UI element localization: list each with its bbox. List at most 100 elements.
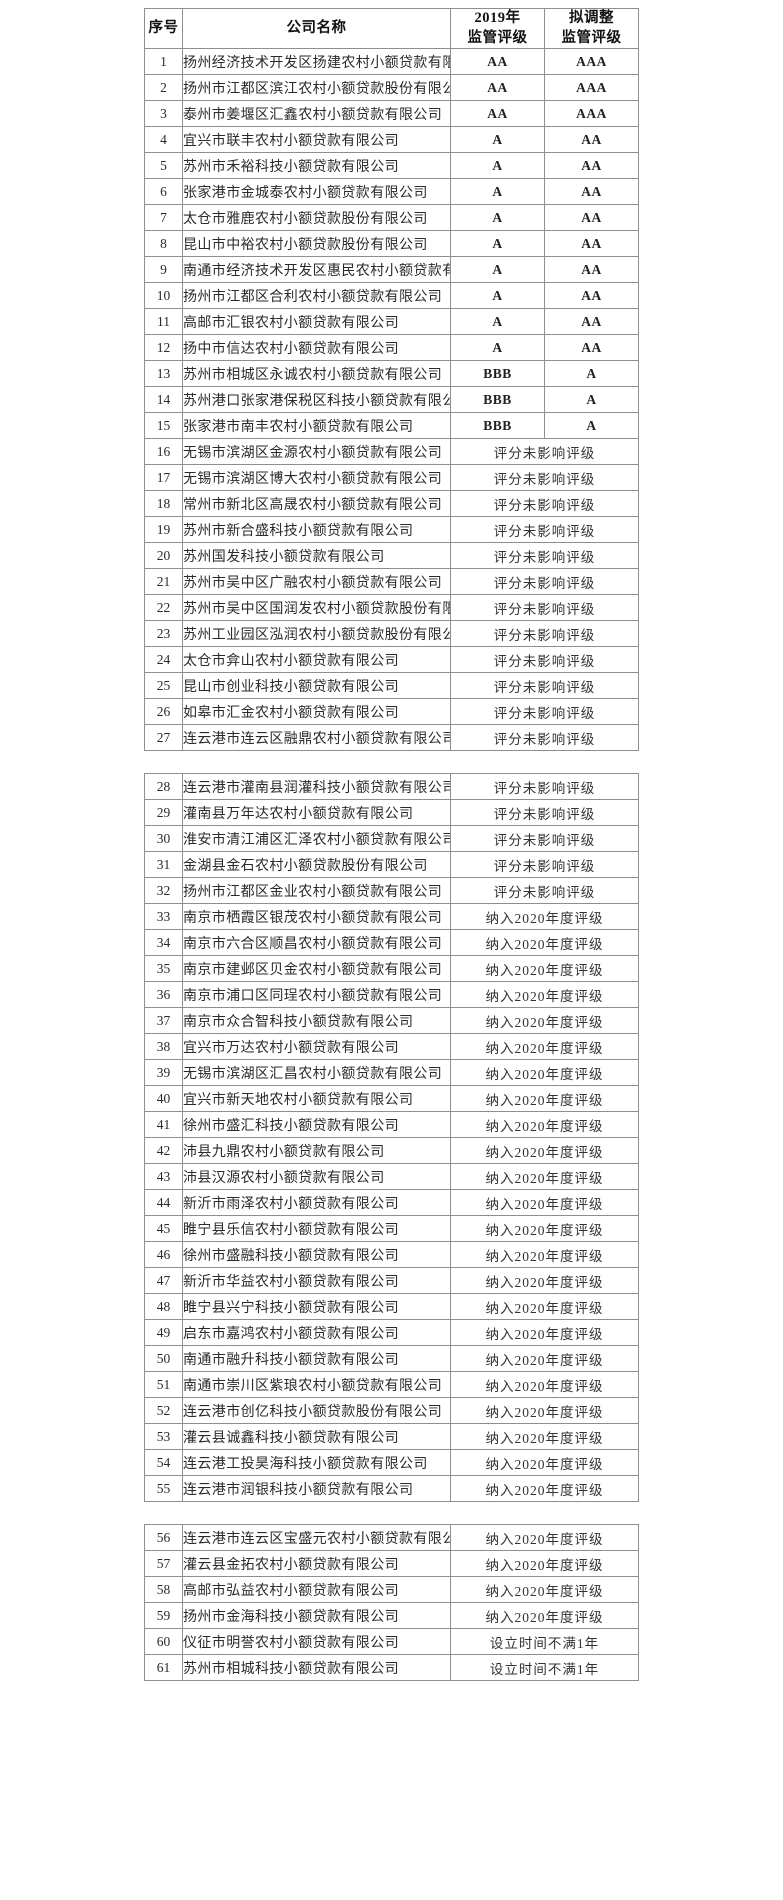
company-name-cell: 新沂市华益农村小额贷款有限公司 bbox=[182, 1267, 451, 1295]
row-index: 2 bbox=[144, 74, 183, 102]
row-index: 34 bbox=[144, 929, 183, 957]
rating-note-cell: 纳入2020年度评级 bbox=[450, 1319, 639, 1347]
company-name-cell: 灌云县诚鑫科技小额贷款有限公司 bbox=[182, 1423, 451, 1451]
rating-note-cell: 设立时间不满1年 bbox=[450, 1654, 639, 1682]
row-index: 37 bbox=[144, 1007, 183, 1035]
row-index: 33 bbox=[144, 903, 183, 931]
rating-note-cell: 纳入2020年度评级 bbox=[450, 1602, 639, 1630]
column-header-rating-proposed-line: 拟调整 bbox=[569, 10, 614, 26]
rating-note-cell: 设立时间不满1年 bbox=[450, 1628, 639, 1656]
row-index: 3 bbox=[144, 100, 183, 128]
column-header-company-name-line: 公司名称 bbox=[286, 19, 347, 36]
company-name-cell: 睢宁县乐信农村小额贷款有限公司 bbox=[182, 1215, 451, 1243]
table-row: 15 张家港市南丰农村小额贷款有限公司 BBB A bbox=[144, 412, 639, 440]
table-sections: 序号 公司名称 2019年 监管评级 拟调整 监管评级 1 扬州经济技术开发区扬建农村小额贷款… bbox=[0, 7, 783, 1682]
row-index: 41 bbox=[144, 1111, 183, 1139]
rating-2019-cell: AA bbox=[450, 48, 545, 76]
row-index: 15 bbox=[144, 412, 183, 440]
rating-note-cell: 评分未影响评级 bbox=[450, 490, 639, 518]
row-index: 44 bbox=[144, 1189, 183, 1217]
table-row: 35 南京市建邺区贝金农村小额贷款有限公司 纳入2020年度评级 bbox=[144, 955, 639, 983]
row-index: 53 bbox=[144, 1423, 183, 1451]
table-row: 39 无锡市滨湖区汇昌农村小额贷款有限公司 纳入2020年度评级 bbox=[144, 1059, 639, 1087]
company-name-cell: 沛县汉源农村小额贷款有限公司 bbox=[182, 1163, 451, 1191]
rating-2019-cell: A bbox=[450, 230, 545, 258]
rating-proposed-cell: A bbox=[544, 386, 639, 414]
rating-proposed-cell: AA bbox=[544, 230, 639, 258]
company-name-cell: 连云港工投昊海科技小额贷款有限公司 bbox=[182, 1449, 451, 1477]
table-row: 30 淮安市清江浦区汇泽农村小额贷款有限公司 评分未影响评级 bbox=[144, 825, 639, 853]
company-name-cell: 宜兴市万达农村小额贷款有限公司 bbox=[182, 1033, 451, 1061]
section-gap bbox=[0, 751, 783, 773]
rating-note-cell: 评分未影响评级 bbox=[450, 516, 639, 544]
row-index: 23 bbox=[144, 620, 183, 648]
row-index: 10 bbox=[144, 282, 183, 310]
company-name-cell: 南京市众合智科技小额贷款有限公司 bbox=[182, 1007, 451, 1035]
row-index: 60 bbox=[144, 1628, 183, 1656]
section-1: 序号 公司名称 2019年 监管评级 拟调整 监管评级 1 扬州经济技术开发区扬建农村小额贷款… bbox=[0, 7, 783, 752]
row-index: 4 bbox=[144, 126, 183, 154]
company-name-cell: 苏州市新合盛科技小额贷款有限公司 bbox=[182, 516, 451, 544]
row-index: 59 bbox=[144, 1602, 183, 1630]
row-index: 35 bbox=[144, 955, 183, 983]
rating-note-cell: 纳入2020年度评级 bbox=[450, 1475, 639, 1503]
row-index: 39 bbox=[144, 1059, 183, 1087]
company-name-cell: 扬州经济技术开发区扬建农村小额贷款有限公司 bbox=[182, 48, 451, 76]
company-name-cell: 南京市六合区顺昌农村小额贷款有限公司 bbox=[182, 929, 451, 957]
table-row: 32 扬州市江都区金业农村小额贷款有限公司 评分未影响评级 bbox=[144, 877, 639, 905]
rating-note-cell: 纳入2020年度评级 bbox=[450, 1423, 639, 1451]
row-index: 19 bbox=[144, 516, 183, 544]
rating-proposed-cell: AA bbox=[544, 204, 639, 232]
row-index: 8 bbox=[144, 230, 183, 258]
rating-note-cell: 评分未影响评级 bbox=[450, 698, 639, 726]
section-gap bbox=[0, 1502, 783, 1524]
rating-note-cell: 纳入2020年度评级 bbox=[450, 1449, 639, 1477]
row-index: 38 bbox=[144, 1033, 183, 1061]
company-name-cell: 如皋市汇金农村小额贷款有限公司 bbox=[182, 698, 451, 726]
company-name-cell: 南京市栖霞区银茂农村小额贷款有限公司 bbox=[182, 903, 451, 931]
rating-2019-cell: BBB bbox=[450, 412, 545, 440]
table-row: 52 连云港市创亿科技小额贷款股份有限公司 纳入2020年度评级 bbox=[144, 1397, 639, 1425]
company-name-cell: 无锡市滨湖区金源农村小额贷款有限公司 bbox=[182, 438, 451, 466]
company-name-cell: 苏州工业园区泓润农村小额贷款股份有限公司 bbox=[182, 620, 451, 648]
table-row: 50 南通市融升科技小额贷款有限公司 纳入2020年度评级 bbox=[144, 1345, 639, 1373]
row-index: 47 bbox=[144, 1267, 183, 1295]
rating-note-cell: 纳入2020年度评级 bbox=[450, 1033, 639, 1061]
company-name-cell: 昆山市创业科技小额贷款有限公司 bbox=[182, 672, 451, 700]
table-row: 60 仪征市明誉农村小额贷款有限公司 设立时间不满1年 bbox=[144, 1628, 639, 1656]
table-row: 37 南京市众合智科技小额贷款有限公司 纳入2020年度评级 bbox=[144, 1007, 639, 1035]
rating-note-cell: 评分未影响评级 bbox=[450, 568, 639, 596]
table-row: 1扬州经济技术开发区扬建农村小额贷款有限公司AAAAA bbox=[144, 48, 639, 76]
table-row: 54 连云港工投昊海科技小额贷款有限公司 纳入2020年度评级 bbox=[144, 1449, 639, 1477]
table-row: 28 连云港市灌南县润灌科技小额贷款有限公司 评分未影响评级 bbox=[144, 773, 639, 801]
rating-2019-cell: BBB bbox=[450, 386, 545, 414]
company-name-cell: 高邮市弘益农村小额贷款有限公司 bbox=[182, 1576, 451, 1604]
company-name-cell: 灌南县万年达农村小额贷款有限公司 bbox=[182, 799, 451, 827]
rating-proposed-cell: A bbox=[544, 360, 639, 388]
row-index: 30 bbox=[144, 825, 183, 853]
company-name-cell: 徐州市盛融科技小额贷款有限公司 bbox=[182, 1241, 451, 1269]
table-row: 48 睢宁县兴宁科技小额贷款有限公司 纳入2020年度评级 bbox=[144, 1293, 639, 1321]
company-name-cell: 连云港市润银科技小额贷款有限公司 bbox=[182, 1475, 451, 1503]
rating-2019-cell: A bbox=[450, 204, 545, 232]
rating-note-cell: 评分未影响评级 bbox=[450, 877, 639, 905]
row-index: 13 bbox=[144, 360, 183, 388]
row-index: 24 bbox=[144, 646, 183, 674]
row-index: 32 bbox=[144, 877, 183, 905]
row-index: 18 bbox=[144, 490, 183, 518]
rating-note-cell: 纳入2020年度评级 bbox=[450, 903, 639, 931]
table-row: 25 昆山市创业科技小额贷款有限公司 评分未影响评级 bbox=[144, 672, 639, 700]
table-row: 57 灌云县金拓农村小额贷款有限公司 纳入2020年度评级 bbox=[144, 1550, 639, 1578]
rating-proposed-cell: AAA bbox=[544, 48, 639, 76]
table-row: 49 启东市嘉鸿农村小额贷款有限公司 纳入2020年度评级 bbox=[144, 1319, 639, 1347]
rating-note-cell: 评分未影响评级 bbox=[450, 773, 639, 801]
rating-note-cell: 纳入2020年度评级 bbox=[450, 1137, 639, 1165]
company-name-cell: 常州市新北区高晟农村小额贷款有限公司 bbox=[182, 490, 451, 518]
rating-proposed-cell: AAA bbox=[544, 74, 639, 102]
rating-2019-cell: A bbox=[450, 256, 545, 284]
table-row: 58 高邮市弘益农村小额贷款有限公司 纳入2020年度评级 bbox=[144, 1576, 639, 1604]
rating-2019-cell: BBB bbox=[450, 360, 545, 388]
rating-note-cell: 纳入2020年度评级 bbox=[450, 1111, 639, 1139]
company-name-cell: 连云港市连云区融鼎农村小额贷款有限公司 bbox=[182, 724, 451, 752]
section-2: 28 连云港市灌南县润灌科技小额贷款有限公司 评分未影响评级 29 灌南县万年达农村小额… bbox=[0, 773, 783, 1503]
